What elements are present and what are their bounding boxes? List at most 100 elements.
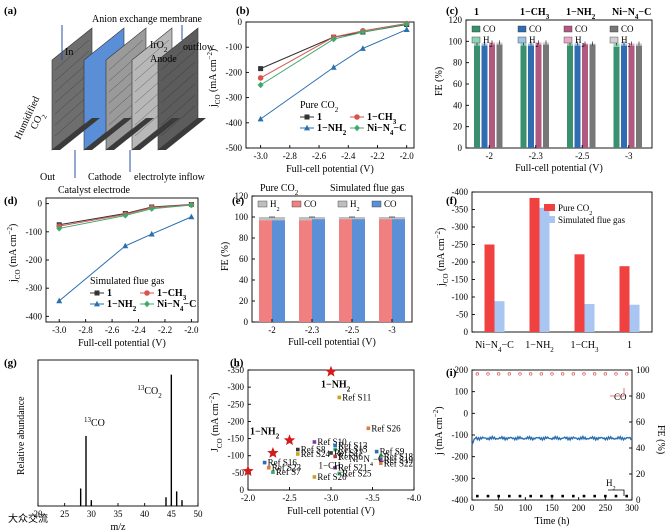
data-point-Ni-N4-C [56, 225, 63, 232]
y-tick-label: -300 [228, 382, 245, 392]
ref-point [333, 443, 337, 448]
legend-swatch-h2 [471, 36, 481, 44]
bar-co [496, 44, 503, 148]
plate-groove [54, 50, 90, 82]
x-tick-label: -2.5 [575, 151, 590, 161]
x-tick-label: 45 [167, 509, 177, 519]
y-tick-label: 0 [240, 485, 245, 495]
annotation-1-ch3: 1−CH3 [319, 461, 344, 475]
ref-label: Ref S24 [301, 449, 331, 459]
data-point-1-NH2 [330, 64, 337, 70]
x-tick-label: -2.2 [370, 151, 384, 161]
x-axis-title: Full-cell potential (V) [78, 338, 166, 349]
fe-co-point [614, 372, 618, 376]
legend-entry-co: CO [621, 24, 634, 34]
fe-h2-point [561, 494, 564, 498]
y-tick-label: 120 [449, 15, 463, 25]
x-tick-label: -2.6 [105, 325, 120, 335]
bar-co [272, 220, 285, 322]
panel-d: -3.0 -2.8 -2.6 -2.4 -2.2 -2.0 0 -100 -200 -300 -40… [6, 197, 199, 349]
ref-label: Ref S16 [268, 458, 298, 468]
highlight-label-left: 1−NH2 [250, 426, 280, 440]
fe-h2-point [604, 494, 607, 498]
y-tick-label: -300 [452, 222, 469, 232]
panel-label-f: (f) [446, 195, 457, 207]
ref-label: Ref S7 [276, 467, 301, 477]
x-tick-label: 20 [34, 509, 44, 519]
y-tick-label: -350 [452, 205, 469, 215]
y-tick-label: -300 [452, 473, 469, 483]
ref-point [329, 451, 333, 455]
panel-e: (e) 0 20 40 60 80 100 120 -2 -2.3 -2.5 -3 Pure CO2 Si… [220, 183, 413, 348]
group-label-Ni-N4-C: Ni−N4−C [612, 7, 651, 21]
y-tick-label: 40 [636, 443, 646, 453]
y-tick-label: 60 [636, 417, 646, 427]
y-tick-label: 0 [238, 17, 243, 27]
y-tick-label: 200 [455, 365, 469, 375]
y-tick-label: -100 [26, 227, 43, 237]
plate-groove [160, 94, 196, 126]
y-axis-title: FE (%) [434, 67, 445, 96]
y-tick-label: 20 [636, 469, 646, 479]
fe-h2-point [476, 494, 479, 498]
series-line-Ni-N4-C [59, 204, 192, 229]
legend-arrow-co [610, 388, 625, 397]
legend-marker [94, 290, 100, 296]
bar-Simulated flue gas [539, 207, 550, 332]
ref-label: Ref S23 [272, 463, 302, 473]
fe-co-point [550, 372, 554, 376]
y-tick-label: 0 [38, 199, 43, 209]
y-tick-label: 20 [239, 296, 249, 306]
label-electrolyte-inflow: electrolyte inflow [134, 172, 206, 183]
x-tick-label: 250 [599, 503, 613, 513]
bar-co [636, 45, 642, 148]
fe-h2-point [625, 494, 628, 498]
ref-point [271, 470, 275, 474]
y-tick-label: -300 [226, 93, 243, 103]
bar-Simulated flue gas [584, 304, 595, 332]
category-label-1: 1 [627, 340, 632, 351]
ref-point [333, 465, 337, 470]
fe-h2-point [593, 494, 596, 498]
bar-co [392, 219, 405, 322]
ref-label: Ref S11 [342, 392, 371, 402]
y-tick-label: 100 [455, 387, 469, 397]
ref-point [266, 465, 271, 470]
y-tick-label: -400 [26, 311, 43, 321]
y-tick-label: 60 [453, 79, 463, 89]
y-tick-label: -300 [26, 283, 43, 293]
data-point-Ni-N4-C [403, 20, 410, 28]
y-tick-label: -400 [452, 187, 469, 197]
legend-entry-1-NH2: 1−NH2 [317, 123, 347, 137]
x-tick-label: -4.0 [407, 493, 422, 503]
x-tick-label: -3.0 [253, 151, 268, 161]
legend-swatch-h2 [517, 36, 527, 44]
y-tick-label: -100 [452, 292, 469, 302]
legend-entry-h2: H2 [529, 35, 539, 49]
peak-label-13co2: 13CO2 [137, 384, 162, 400]
legend-swatch-h2 [609, 36, 619, 44]
y-axis-title: Relative abundance [16, 396, 27, 475]
fe-co-point [529, 372, 533, 376]
label-membrane: Anion exchange membrane [92, 14, 203, 25]
panel-i: (i)0 50 100 150 200 250 3002001000-100-200-300… [432, 365, 665, 527]
bar-co [379, 219, 392, 322]
ref-label: Ref S10 [317, 437, 347, 447]
x-tick-label: 200 [572, 503, 586, 513]
x-axis-title: Full-cell potential (V) [288, 337, 376, 348]
fe-co-point [582, 372, 586, 376]
y-tick-label: 60 [239, 254, 249, 264]
legend-entry-co-flue: CO [384, 199, 397, 209]
watermark: 大众交流 [8, 512, 48, 525]
plate-groove [54, 61, 90, 93]
label-iro2: IrO2 [150, 40, 168, 54]
series-line-1-CH3 [59, 204, 192, 227]
x-tick-label: -3.0 [324, 493, 339, 503]
plot-frame-g [37, 359, 199, 507]
fe-co-point [518, 372, 522, 376]
bar-h2 [299, 217, 312, 221]
x-tick-label: -2.5 [345, 325, 360, 335]
legend-entry-co: CO [575, 24, 588, 34]
y-tick-label: -100 [228, 451, 245, 461]
bar-co [621, 45, 627, 148]
